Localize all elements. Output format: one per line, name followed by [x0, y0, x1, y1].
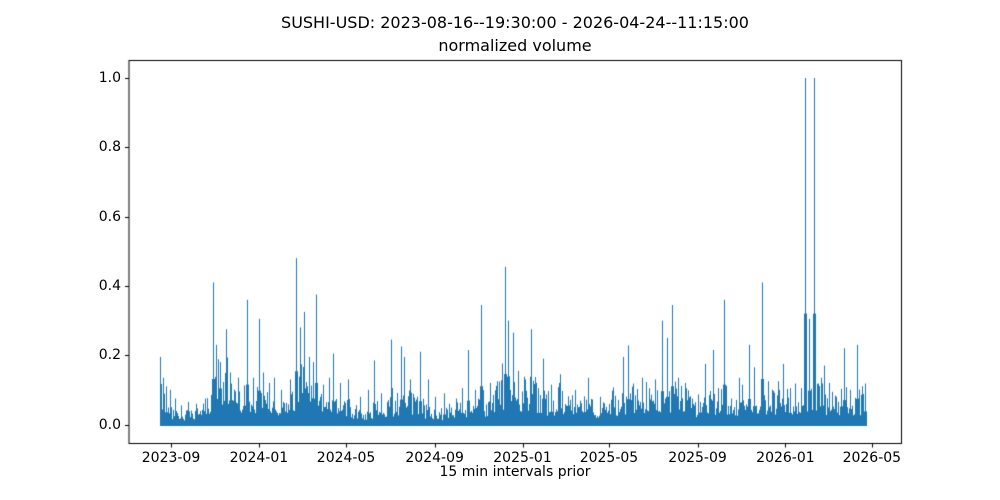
x-tick-label: 2026-01	[756, 449, 815, 466]
y-tick-label: 0.6	[98, 208, 121, 225]
x-tick-label: 2026-05	[842, 449, 902, 466]
x-tick-label: 2024-05	[316, 449, 376, 466]
title-block: SUSHI-USD: 2023-08-16--19:30:00 - 2026-0…	[128, 11, 902, 57]
chart-subtitle: normalized volume	[438, 36, 592, 55]
y-tick-label: 0.2	[98, 347, 121, 364]
x-tick-label: 2024-09	[405, 449, 464, 466]
x-tick-label: 2023-09	[141, 449, 201, 466]
y-tick-label: 0.8	[98, 139, 121, 156]
x-tick-label: 2025-09	[668, 449, 727, 466]
x-tick-label: 2024-01	[229, 449, 289, 466]
x-tick-label: 2025-05	[579, 449, 639, 466]
y-tick-label: 0.4	[98, 277, 121, 294]
chart-title: SUSHI-USD: 2023-08-16--19:30:00 - 2026-0…	[281, 13, 749, 32]
x-tick-label: 2025-01	[493, 449, 552, 466]
y-tick-label: 0.0	[98, 416, 121, 433]
y-tick-label: 1.0	[98, 70, 121, 86]
x-axis-label: 15 min intervals prior	[439, 464, 591, 480]
